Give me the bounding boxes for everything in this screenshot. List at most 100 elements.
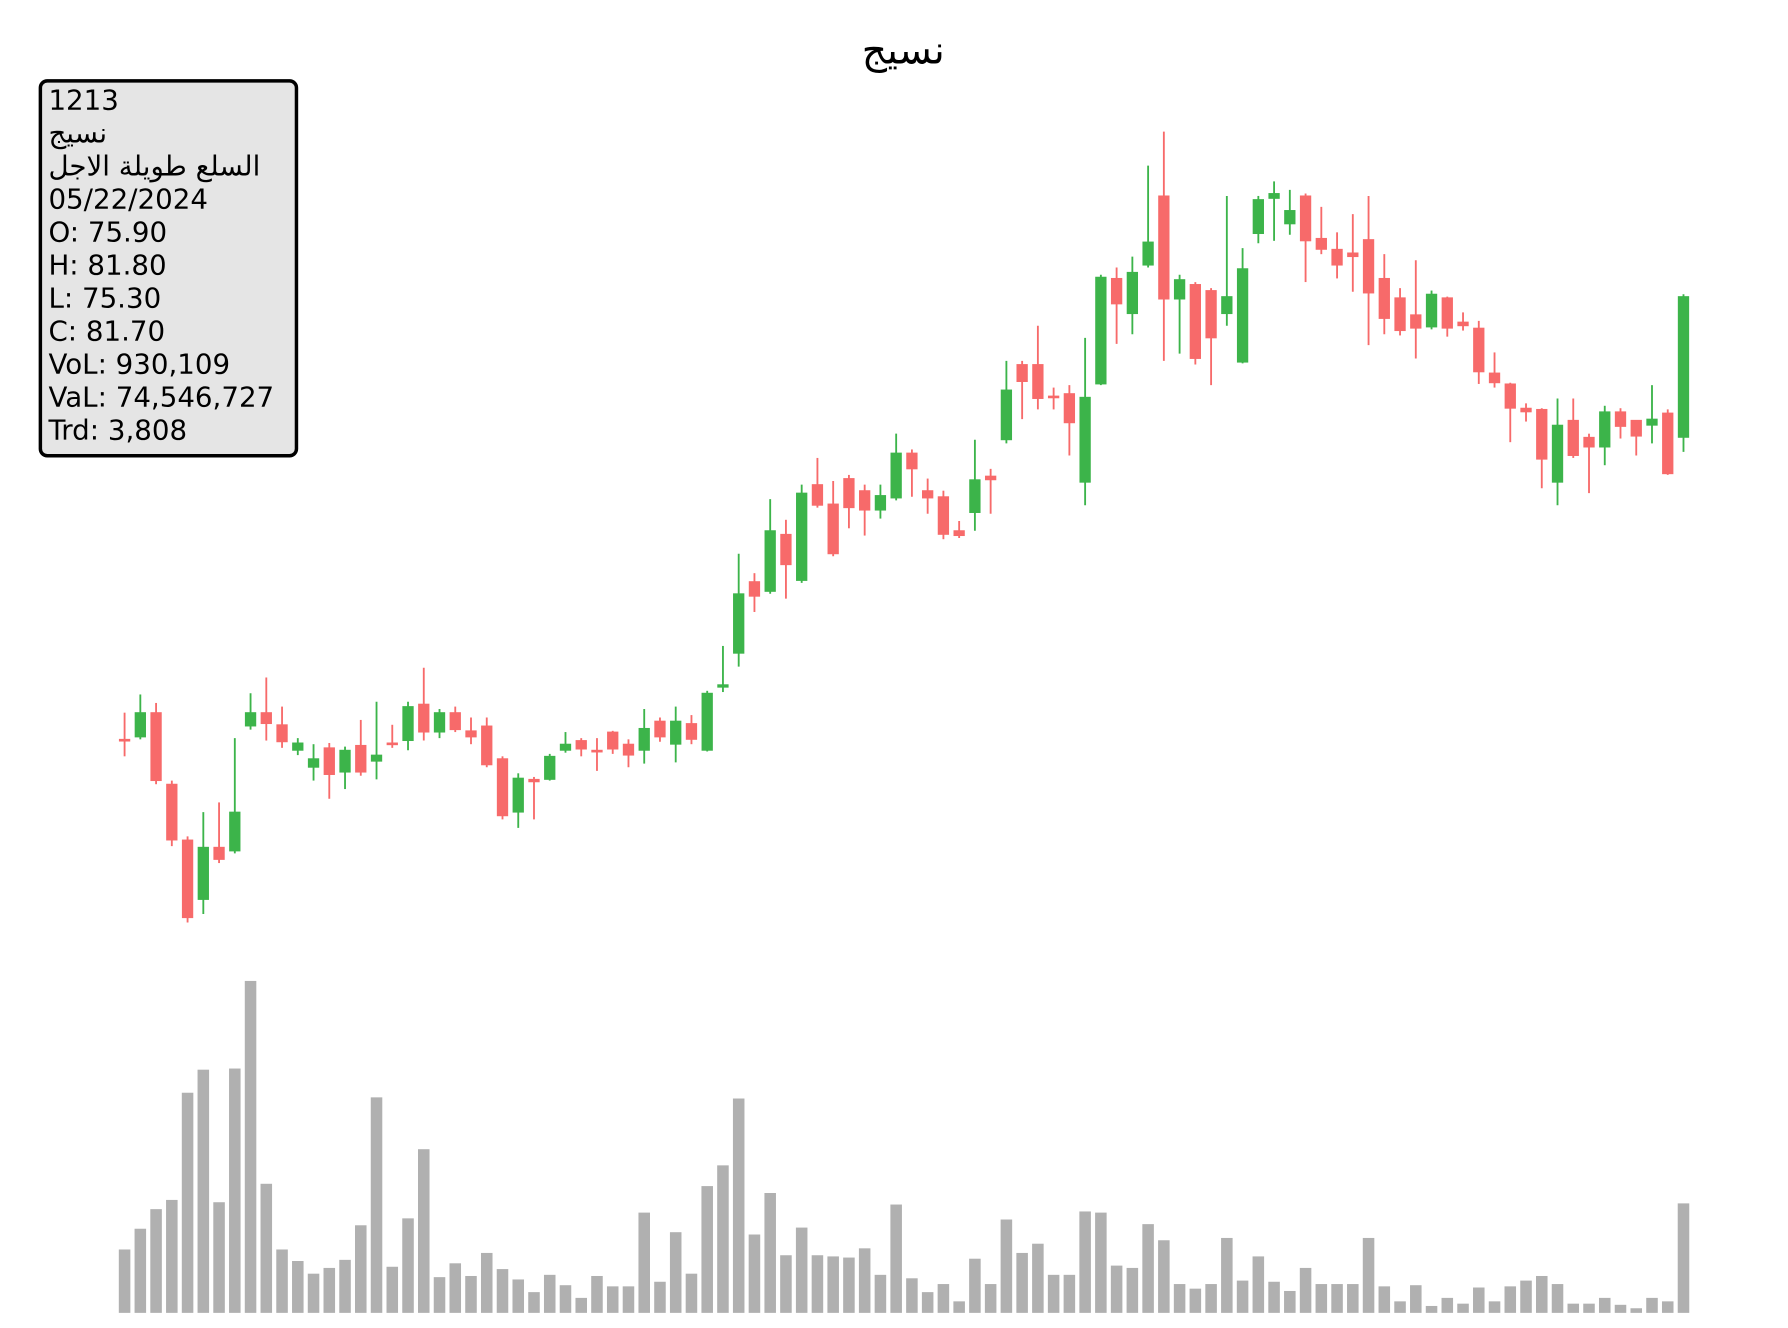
volume-bar — [890, 1204, 902, 1313]
info-line: 1213 — [48, 84, 118, 117]
candle-body — [591, 749, 603, 753]
volume-bar — [339, 1259, 351, 1313]
volume-bar — [402, 1218, 414, 1313]
volume-bar — [701, 1186, 713, 1313]
volume-bar — [1583, 1303, 1595, 1313]
candle-body — [1551, 424, 1564, 483]
volume-bar — [1331, 1284, 1343, 1313]
candle-body — [1488, 372, 1501, 384]
volume-bar — [764, 1193, 776, 1313]
volume-bar — [669, 1232, 682, 1313]
candle-body — [1378, 277, 1390, 319]
candle-body — [1221, 296, 1233, 315]
volume-bar — [1205, 1284, 1217, 1313]
volume-bar — [496, 1269, 509, 1313]
candle-body — [796, 492, 808, 581]
candle-body — [1095, 276, 1107, 385]
candle-body — [150, 712, 162, 782]
volume-bar — [858, 1248, 871, 1313]
candle-body — [890, 452, 902, 499]
volume-bar — [1441, 1297, 1454, 1313]
volume-bar — [134, 1228, 147, 1313]
candle-body — [370, 754, 383, 762]
candle-body — [1347, 252, 1359, 258]
volume-bar — [1158, 1240, 1170, 1313]
volume-bar — [386, 1266, 399, 1313]
volume-bar — [1110, 1265, 1123, 1313]
candle-body — [213, 846, 225, 860]
candle-body — [512, 777, 524, 813]
volume-bar — [1677, 1203, 1690, 1313]
candle-body — [1599, 411, 1611, 448]
volume-bar — [355, 1225, 367, 1313]
candle-body — [496, 758, 509, 817]
candle-body — [859, 490, 871, 511]
volume-bar — [417, 1149, 430, 1313]
candle-body — [1583, 436, 1595, 448]
volume-bar — [575, 1297, 587, 1313]
info-line: O: 75.90 — [48, 216, 167, 249]
candle-body — [984, 475, 997, 481]
volume-bar — [118, 1249, 131, 1313]
volume-bar — [1488, 1301, 1501, 1313]
candle-body — [1126, 271, 1139, 315]
volume-bar — [1173, 1284, 1186, 1313]
chart-title: نسيج — [862, 29, 945, 74]
volume-bar — [1598, 1297, 1611, 1313]
volume-bar — [1473, 1287, 1485, 1313]
volume-bar — [1536, 1275, 1548, 1313]
volume-bar — [229, 1068, 241, 1313]
volume-bar — [1142, 1224, 1154, 1313]
volume-bar — [1425, 1305, 1438, 1313]
volume-bar — [307, 1273, 320, 1313]
candle-body — [1173, 279, 1186, 300]
candle-body — [355, 744, 367, 773]
volume-bar — [874, 1274, 887, 1313]
volume-bar — [1063, 1274, 1076, 1313]
volume-bar — [1394, 1301, 1406, 1313]
volume-bar — [323, 1267, 336, 1313]
volume-bar — [197, 1069, 210, 1313]
volume-bar — [732, 1098, 745, 1313]
info-line: VaL: 74,546,727 — [48, 381, 274, 414]
volume-bar — [717, 1165, 729, 1313]
volume-bar — [795, 1227, 808, 1313]
candle-body — [323, 747, 335, 775]
candle-body — [559, 743, 572, 751]
candle-body — [1110, 277, 1123, 305]
candle-body — [922, 490, 934, 499]
candle-body — [717, 684, 729, 688]
candle-body — [1032, 364, 1044, 399]
volume-bar — [1457, 1303, 1469, 1313]
info-line: VoL: 930,109 — [48, 348, 230, 381]
volume-bar — [654, 1281, 666, 1313]
volume-bar — [480, 1252, 493, 1313]
candle-body — [1410, 314, 1422, 329]
info-line: نسيج — [48, 117, 107, 150]
candle-body — [449, 712, 461, 731]
candle-body — [1284, 210, 1296, 225]
volume-bar — [1567, 1303, 1580, 1313]
candle-body — [1536, 408, 1548, 460]
candle-body — [1473, 327, 1485, 373]
volume-bar — [370, 1097, 383, 1313]
candle-body — [1000, 389, 1013, 441]
volume-bar — [512, 1279, 525, 1313]
volume-bar — [1410, 1285, 1422, 1313]
candle-body — [402, 706, 414, 742]
volume-bar — [433, 1277, 446, 1313]
volume-bar — [465, 1275, 477, 1313]
candle-body — [339, 749, 351, 773]
volume-bar — [843, 1257, 855, 1313]
volume-bar — [1378, 1286, 1391, 1313]
volume-bar — [1268, 1281, 1280, 1313]
candle-body — [969, 479, 981, 513]
candle-body — [764, 530, 776, 592]
candle-body — [670, 720, 682, 745]
candle-body — [166, 783, 178, 841]
candle-body — [418, 703, 430, 733]
volume-bar — [528, 1292, 540, 1313]
candle-body — [1630, 419, 1642, 437]
volume-bar — [937, 1284, 950, 1313]
